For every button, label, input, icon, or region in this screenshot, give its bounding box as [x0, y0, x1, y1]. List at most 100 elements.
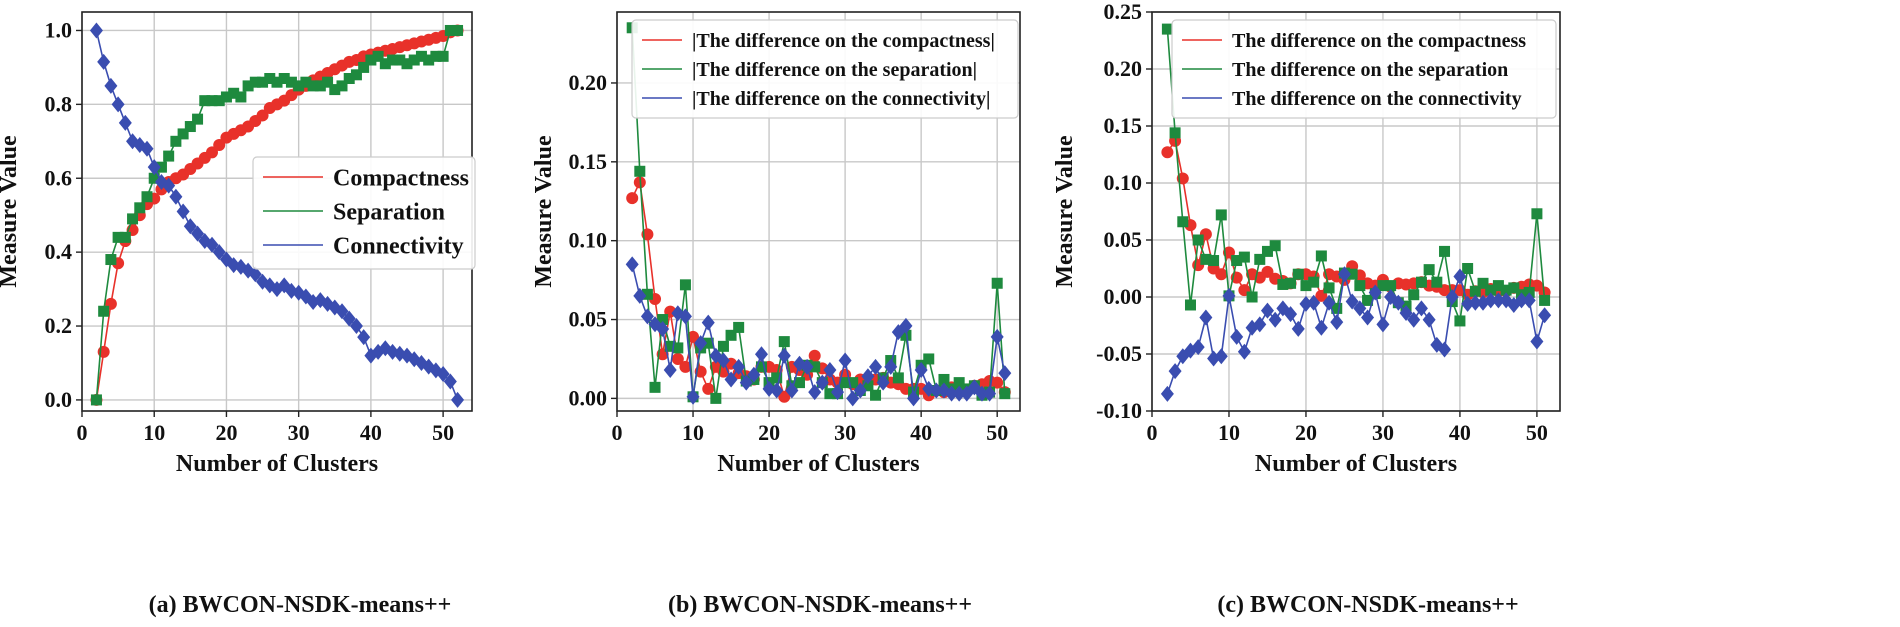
- data-point-separation: [314, 80, 326, 92]
- legend-box: [1171, 19, 1557, 119]
- data-point-connectivity: [914, 361, 928, 378]
- data-point-separation: [278, 73, 290, 84]
- data-point-compactness: [808, 349, 821, 362]
- data-point-connectivity: [838, 352, 852, 369]
- legend-label-connectivity: The difference on the connectivity: [1232, 88, 1522, 110]
- y-tick-label: -0.05: [1096, 341, 1142, 366]
- legend-label-compactness: Compactness: [333, 165, 469, 191]
- data-point-connectivity: [1253, 316, 1267, 333]
- data-point-connectivity: [443, 373, 457, 390]
- data-point-separation: [206, 95, 218, 107]
- y-tick-label: 0.20: [569, 70, 608, 95]
- data-point-separation: [641, 288, 653, 300]
- data-point-connectivity: [686, 388, 700, 405]
- data-point-connectivity: [176, 203, 190, 220]
- x-tick-label: 30: [834, 420, 856, 445]
- data-point-separation: [155, 161, 167, 173]
- data-point-separation: [809, 361, 821, 373]
- data-point-connectivity: [952, 385, 966, 402]
- panel-caption: (a) BWCON-NSDK-means++: [149, 592, 452, 618]
- data-point-connectivity: [625, 256, 639, 273]
- chart-panel-3: 0 10 20 30 40 50 -0.10 -0.05 0.00 0.05 0.10 0.15 0.2…: [1052, 0, 1561, 618]
- x-tick-label: 30: [288, 420, 310, 445]
- data-point-connectivity: [342, 310, 356, 327]
- data-point-separation: [1500, 284, 1512, 296]
- data-point-separation: [329, 84, 341, 96]
- data-point-connectivity: [975, 385, 989, 402]
- data-point-connectivity: [1268, 311, 1282, 328]
- data-point-separation: [1315, 250, 1327, 262]
- data-point-connectivity: [716, 352, 730, 369]
- data-point-separation: [1346, 268, 1358, 280]
- data-point-connectivity: [808, 384, 822, 401]
- data-point-separation: [1184, 299, 1196, 311]
- data-point-separation: [1300, 280, 1312, 292]
- data-point-connectivity: [1307, 294, 1321, 311]
- data-point-connectivity: [1168, 363, 1182, 380]
- data-point-connectivity: [349, 318, 363, 335]
- data-point-separation: [1385, 280, 1397, 292]
- data-point-separation: [98, 305, 110, 317]
- data-point-connectivity: [945, 385, 959, 402]
- data-point-connectivity: [747, 366, 761, 383]
- x-tick-label: 50: [986, 420, 1008, 445]
- data-point-connectivity: [1353, 300, 1367, 317]
- data-point-separation: [1362, 294, 1374, 306]
- data-point-separation: [923, 353, 935, 365]
- data-point-separation: [778, 336, 790, 348]
- data-point-separation: [847, 377, 859, 389]
- data-point-separation: [664, 340, 676, 352]
- data-point-connectivity: [1538, 307, 1552, 324]
- data-point-separation: [1246, 291, 1258, 303]
- data-point-separation: [343, 73, 355, 84]
- data-point-separation: [1292, 268, 1304, 280]
- data-point-separation: [437, 50, 449, 62]
- data-point-separation: [163, 150, 175, 162]
- data-point-separation: [170, 135, 182, 147]
- y-tick-label: 0.4: [45, 239, 73, 264]
- data-point-separation: [900, 329, 912, 341]
- data-point-connectivity: [869, 358, 883, 375]
- data-point-separation: [134, 202, 146, 214]
- data-point-connectivity: [678, 308, 692, 325]
- data-point-separation: [649, 381, 661, 393]
- data-point-connectivity: [1376, 316, 1390, 333]
- data-point-separation: [423, 54, 435, 66]
- data-point-separation: [1485, 284, 1497, 296]
- data-point-connectivity: [1337, 266, 1351, 283]
- data-point-separation: [365, 54, 377, 66]
- data-point-connectivity: [846, 390, 860, 407]
- data-point-separation: [394, 54, 406, 66]
- y-tick-label: 0.10: [1104, 170, 1143, 195]
- panel-caption: (b) BWCON-NSDK-means++: [668, 592, 972, 618]
- data-point-separation: [999, 388, 1011, 400]
- data-point-connectivity: [1191, 339, 1205, 356]
- data-point-separation: [892, 372, 904, 384]
- data-point-separation: [372, 50, 384, 62]
- legend: The difference on the compactness The dif…: [1171, 19, 1557, 119]
- data-point-separation: [1269, 240, 1281, 252]
- data-point-compactness: [213, 139, 226, 151]
- data-point-connectivity: [1445, 289, 1459, 305]
- data-point-separation: [105, 254, 117, 266]
- data-point-separation: [444, 24, 456, 36]
- y-tick-label: 0.15: [569, 149, 608, 174]
- data-point-connectivity: [694, 335, 708, 352]
- data-point-connectivity: [1299, 295, 1313, 312]
- data-point-separation: [702, 337, 714, 349]
- data-point-connectivity: [777, 347, 791, 364]
- data-point-separation: [242, 80, 254, 92]
- data-point-connectivity: [656, 320, 670, 337]
- data-point-connectivity: [436, 366, 450, 383]
- data-point-connectivity: [357, 329, 371, 346]
- data-point-separation: [300, 76, 312, 88]
- y-tick-label: 0.25: [1104, 0, 1143, 24]
- data-point-compactness: [687, 330, 700, 343]
- y-tick-label: 0.00: [1104, 284, 1143, 309]
- data-point-connectivity: [1361, 309, 1375, 326]
- data-point-connectivity: [899, 317, 913, 334]
- axes-frame: [1151, 11, 1561, 412]
- chart-panel-2: 0 10 20 30 40 50 0.00 0.05 0.10 0.15 0.20 Number of…: [531, 11, 1021, 618]
- y-tick-label: 0.15: [1104, 113, 1143, 138]
- data-point-connectivity: [1222, 287, 1236, 304]
